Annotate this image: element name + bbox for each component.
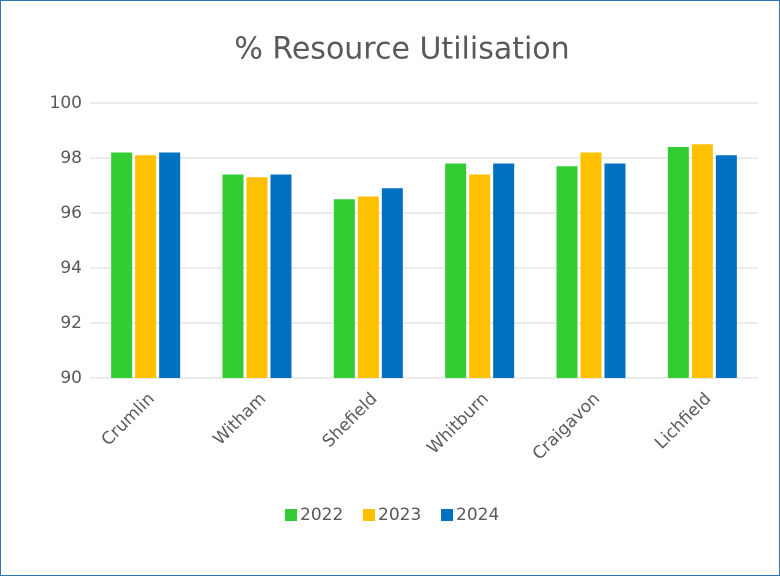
chart-title: % Resource Utilisation: [234, 32, 569, 67]
bar: [493, 163, 515, 378]
bar: [246, 177, 268, 378]
bar: [604, 163, 626, 378]
bar: [111, 152, 133, 378]
bar: [691, 144, 713, 378]
bar: [445, 163, 467, 378]
y-tick-label: 98: [60, 148, 82, 168]
bar: [159, 152, 181, 378]
bar: [135, 155, 157, 378]
legend-swatch: [363, 509, 375, 521]
bar: [556, 166, 578, 378]
legend-label: 2024: [456, 505, 499, 525]
y-tick-label: 92: [60, 313, 82, 333]
legend-swatch: [441, 509, 453, 521]
y-tick-label: 94: [60, 258, 82, 278]
bar: [357, 196, 379, 378]
bar: [381, 188, 403, 378]
bar: [222, 174, 244, 378]
y-tick-label: 90: [60, 368, 82, 388]
bar: [580, 152, 602, 378]
bar: [469, 174, 491, 378]
legend-label: 2022: [300, 505, 343, 525]
bar: [715, 155, 737, 378]
legend-swatch: [285, 509, 297, 521]
y-tick-label: 96: [60, 203, 82, 223]
bar: [667, 147, 689, 378]
y-tick-label: 100: [50, 93, 82, 113]
legend-label: 2023: [378, 505, 421, 525]
bar: [333, 199, 355, 378]
bar: [270, 174, 292, 378]
